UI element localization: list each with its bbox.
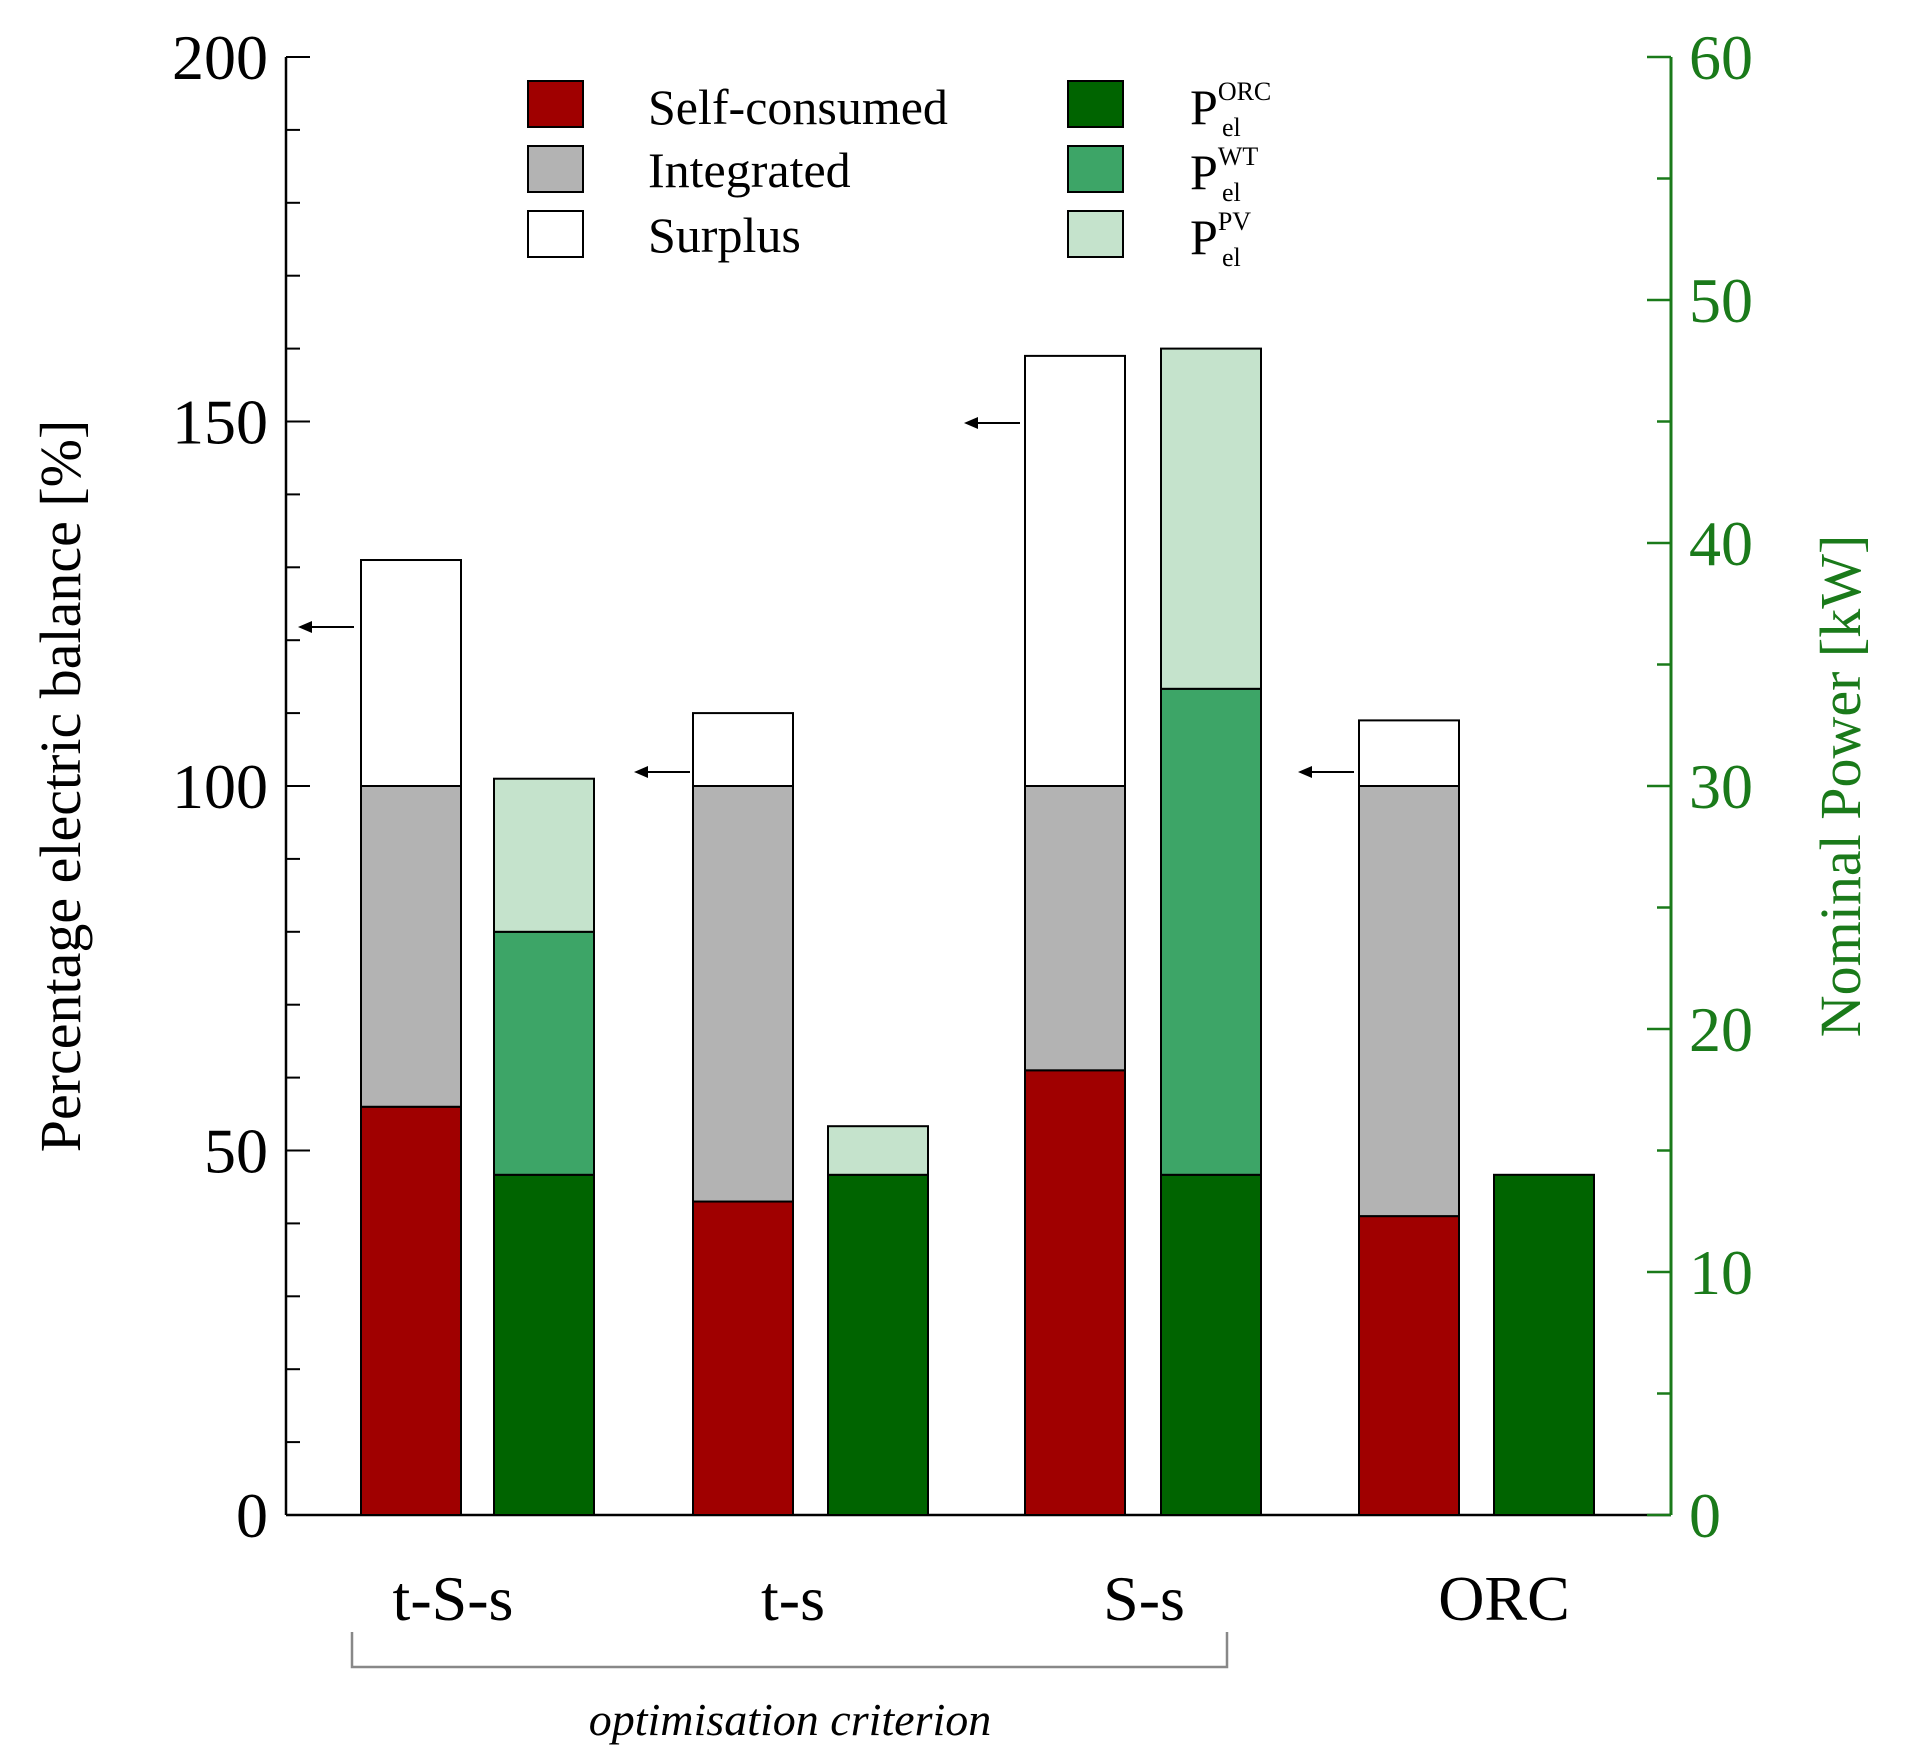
legend: Self-consumed Integrated Surplus PORC el … — [527, 77, 1271, 272]
left-tick-label-100: 100 — [172, 751, 268, 822]
right-tick-label-60: 60 — [1689, 22, 1753, 93]
category-labels: t-S-s t-s S-s ORC — [393, 1563, 1570, 1634]
legend-p-wt-sub: el — [1222, 178, 1241, 207]
optimisation-bracket: optimisation criterion — [350, 1632, 1229, 1745]
category-label-t-s: t-s — [761, 1563, 825, 1634]
bracket-label: optimisation criterion — [589, 1694, 992, 1745]
bar-p-orc-s-s — [1160, 1173, 1262, 1517]
legend-p-pv-main: P — [1190, 209, 1218, 265]
bar-self-consumed-t-s-s — [360, 1105, 462, 1516]
bar-integrated-orc — [1358, 785, 1460, 1218]
legend-swatch-surplus — [527, 210, 584, 258]
bar-p-pv-t-s — [827, 1125, 929, 1176]
legend-label-self-consumed: Self-consumed — [648, 79, 948, 135]
legend-p-pv-sub: el — [1222, 243, 1241, 272]
bar-p-orc-orc — [1493, 1173, 1595, 1517]
bar-self-consumed-s-s — [1024, 1069, 1126, 1517]
category-label-S-s: S-s — [1103, 1563, 1185, 1634]
bar-p-orc-t-s-s — [493, 1173, 595, 1517]
bar-self-consumed-orc — [1358, 1215, 1460, 1516]
arrow-head-orc — [1298, 766, 1312, 778]
bar-p-orc-t-s — [827, 1173, 929, 1517]
right-tick-label-10: 10 — [1689, 1237, 1753, 1308]
left-tick-label-0: 0 — [236, 1480, 268, 1551]
legend-p-pv-sup: PV — [1218, 207, 1251, 236]
legend-p-wt-sup: WT — [1218, 142, 1259, 171]
legend-p-orc-main: P — [1190, 79, 1218, 135]
legend-swatch-p-pv — [1067, 210, 1124, 258]
bracket-line — [350, 1632, 1229, 1669]
bar-integrated-s-s — [1024, 785, 1126, 1072]
bar-p-wt-t-s-s — [493, 930, 595, 1176]
legend-p-orc-sup: ORC — [1218, 77, 1271, 106]
legend-label-p-wt: PWT el — [1190, 142, 1258, 207]
category-label-ORC: ORC — [1438, 1563, 1570, 1634]
category-label-t-S-s: t-S-s — [393, 1563, 514, 1634]
legend-swatch-p-wt — [1067, 145, 1124, 193]
bar-surplus-orc — [1358, 719, 1460, 788]
legend-swatch-integrated — [527, 145, 584, 193]
right-tick-label-50: 50 — [1689, 265, 1753, 336]
legend-p-wt-main: P — [1190, 144, 1218, 200]
bar-surplus-t-s-s — [360, 559, 462, 788]
left-tick-label-200: 200 — [172, 22, 268, 93]
legend-label-surplus: Surplus — [648, 207, 801, 263]
bar-surplus-t-s — [692, 712, 794, 787]
bar-self-consumed-t-s — [692, 1200, 794, 1517]
left-tick-label-50: 50 — [204, 1116, 268, 1187]
bar-integrated-t-s — [692, 785, 794, 1203]
right-axis-title: Nominal Power [kW] — [1808, 535, 1873, 1038]
arrow-head-s-s — [964, 417, 978, 429]
bar-p-wt-s-s — [1160, 687, 1262, 1176]
legend-p-orc-sub: el — [1222, 113, 1241, 142]
left-tick-label-150: 150 — [172, 387, 268, 458]
right-axis-ticks: 0 10 20 30 40 50 60 — [1647, 22, 1753, 1551]
bar-surplus-s-s — [1024, 354, 1126, 787]
bar-p-pv-s-s — [1160, 347, 1262, 690]
arrow-head-t-s-s — [298, 621, 312, 633]
right-tick-label-20: 20 — [1689, 994, 1753, 1065]
left-axis-ticks: 0 50 100 150 200 — [172, 22, 310, 1551]
right-tick-label-30: 30 — [1689, 751, 1753, 822]
axis-arrows — [298, 417, 1354, 778]
bar-integrated-t-s-s — [360, 785, 462, 1108]
right-tick-label-0: 0 — [1689, 1480, 1721, 1551]
legend-label-p-orc: PORC el — [1190, 77, 1271, 142]
legend-label-p-pv: PPV el — [1190, 207, 1251, 272]
bars — [360, 347, 1595, 1517]
right-tick-label-40: 40 — [1689, 508, 1753, 579]
legend-swatch-p-orc — [1067, 80, 1124, 128]
legend-label-integrated: Integrated — [648, 142, 851, 198]
legend-swatch-self-consumed — [527, 80, 584, 128]
arrow-head-t-s — [634, 766, 648, 778]
left-axis-title: Percentage electric balance [%] — [28, 420, 93, 1153]
bar-p-pv-t-s-s — [493, 777, 595, 933]
